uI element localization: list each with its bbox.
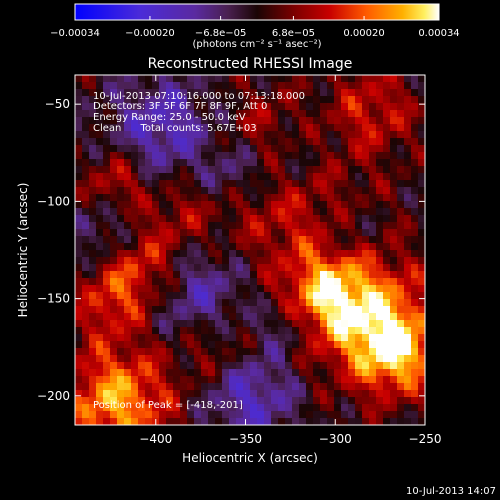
annotation-energy-range: Energy Range: 25.0 - 50.0 keV: [93, 112, 246, 123]
annotation-detectors: Detectors: 3F 5F 6F 7F 8F 9F, Att 0: [93, 101, 267, 112]
x-axis-label: Heliocentric X (arcsec): [182, 451, 318, 465]
colorbar-tick-label: 6.8e−05: [272, 28, 315, 39]
chart-title: Reconstructed RHESSI Image: [148, 56, 353, 72]
y-tick-label: −200: [37, 389, 70, 403]
y-tick-label: −150: [37, 292, 70, 306]
colorbar-tick-label: 0.00020: [343, 28, 384, 39]
colorbar: [74, 3, 440, 21]
y-tick-label: −50: [45, 97, 70, 111]
x-tick-label: −300: [319, 432, 352, 446]
x-axis-ticks: −400 −350 −300 −250: [139, 75, 441, 446]
y-axis-label: Heliocentric Y (arcsec): [16, 183, 30, 318]
x-tick-label: −400: [139, 432, 172, 446]
colorbar-tick-label: −0.00020: [125, 28, 175, 39]
heatmap-image: [75, 75, 425, 425]
colorbar-tick-label: −6.8e−05: [195, 28, 247, 39]
colorbar-unit-label: (photons cm⁻² s⁻¹ asec⁻²): [192, 39, 321, 50]
footer-date-stamp: 10-Jul-2013 14:07: [406, 486, 496, 497]
colorbar-tick-label: −0.00034: [50, 28, 100, 39]
y-tick-label: −100: [37, 194, 70, 208]
x-tick-label: −350: [229, 432, 262, 446]
y-axis-ticks: −50 −100 −150 −200: [37, 97, 425, 403]
colorbar-tick-label: 0.00034: [418, 28, 459, 39]
annotation-time-range: 10-Jul-2013 07:10:16.000 to 07:13:18.000: [93, 91, 305, 102]
x-tick-label: −250: [409, 432, 442, 446]
annotation-clean-counts: Clean Total counts: 5.67E+03: [93, 123, 257, 134]
plot-frame: [74, 74, 426, 426]
colorbar-ticks: −0.00034 −0.00020 −6.8e−05 6.8e−05 0.00020 0.…: [50, 16, 460, 39]
annotation-peak-position: Position of Peak = [-418,-201]: [93, 400, 243, 411]
